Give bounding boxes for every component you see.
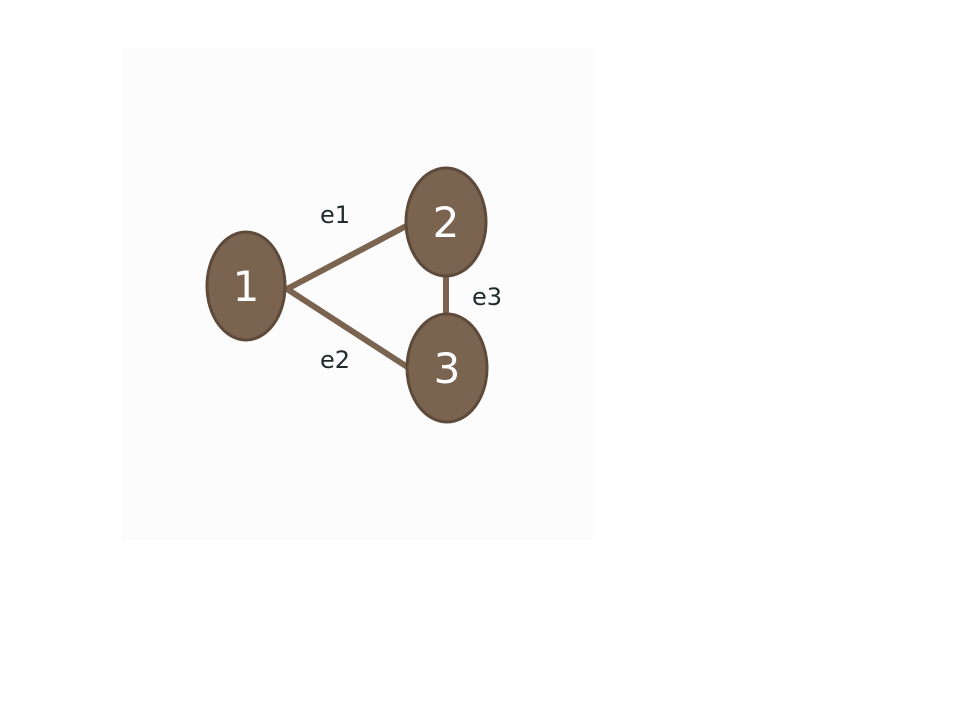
node-1-label: 1	[233, 262, 260, 311]
node-1: 1	[205, 230, 287, 342]
node-2-circle	[404, 166, 488, 278]
node-3-label: 3	[434, 344, 461, 393]
node-2-label: 2	[433, 198, 460, 247]
edge-label-e3: e3	[472, 283, 502, 311]
edge-e2	[284, 286, 415, 373]
edge-label-e1: e1	[320, 201, 350, 229]
node-1-circle	[205, 230, 287, 342]
node-3: 3	[405, 312, 489, 424]
diagram-panel	[122, 48, 594, 540]
edge-label-e2: e2	[320, 346, 350, 374]
node-3-circle	[405, 312, 489, 424]
edge-e1	[284, 221, 413, 292]
node-2: 2	[404, 166, 488, 278]
